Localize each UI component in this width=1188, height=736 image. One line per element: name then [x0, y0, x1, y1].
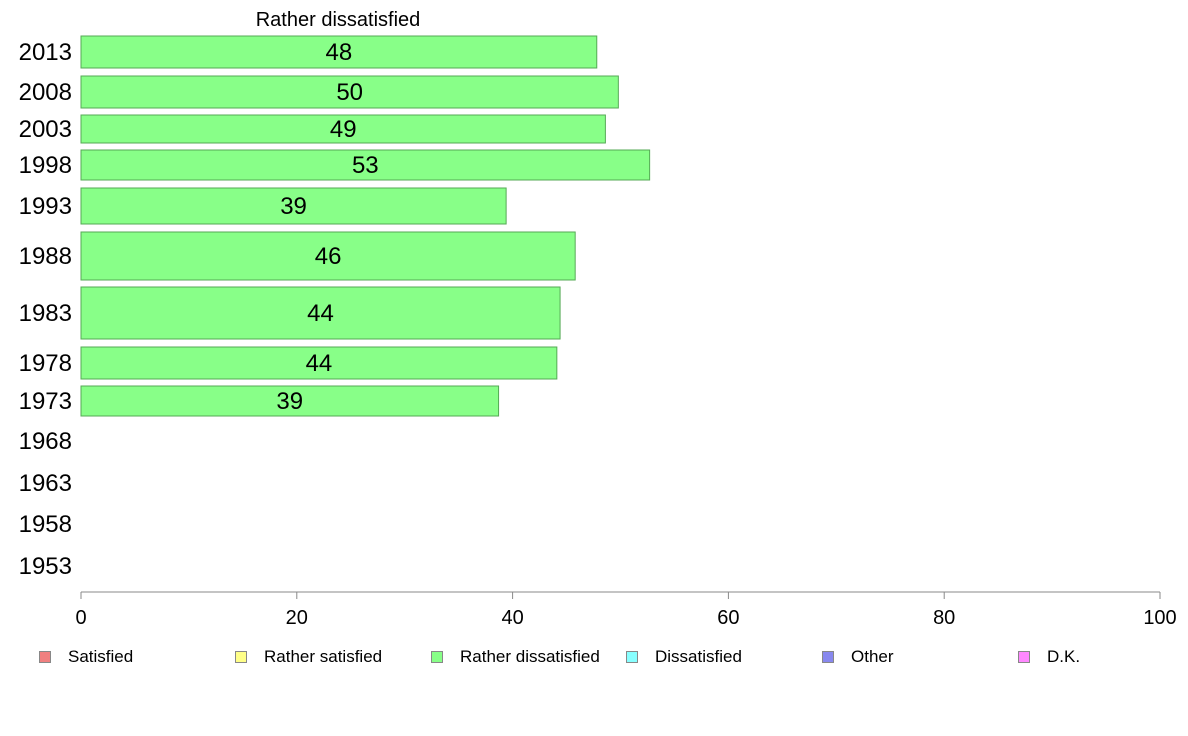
year-label-1993: 1993 — [19, 193, 72, 220]
legend-swatch-other — [822, 651, 834, 663]
bar-label-1973: 39 — [276, 388, 303, 415]
legend-item-dissatisfied: Dissatisfied — [626, 646, 742, 668]
legend-swatch-rather-satisfied — [235, 651, 247, 663]
legend-label: Rather dissatisfied — [460, 647, 600, 666]
legend: Satisfied Rather satisfied Rather dissat… — [0, 646, 1188, 670]
year-label-1978: 1978 — [19, 350, 72, 377]
year-label-2013: 2013 — [19, 39, 72, 66]
bar-label-1983: 44 — [307, 300, 334, 327]
bar-2008 — [80, 75, 619, 109]
legend-swatch-rather-dissatisfied — [431, 651, 443, 663]
bar-label-1978: 44 — [306, 350, 333, 377]
year-label-1998: 1998 — [19, 152, 72, 179]
legend-label: Satisfied — [68, 647, 134, 666]
x-tick-label-60: 60 — [717, 607, 739, 629]
x-tick-label-80: 80 — [933, 607, 955, 629]
x-tick-label-0: 0 — [75, 607, 86, 629]
legend-swatch-satisfied — [39, 651, 51, 663]
year-label-1988: 1988 — [19, 243, 72, 270]
bar-label-2003: 49 — [330, 116, 357, 143]
bar-1983 — [80, 286, 561, 340]
legend-item-rather-satisfied: Rather satisfied — [235, 646, 382, 668]
legend-item-rather-dissatisfied: Rather dissatisfied — [431, 646, 600, 668]
legend-label: Rather satisfied — [264, 647, 383, 666]
bar-2003 — [80, 114, 606, 144]
bar-1973 — [80, 385, 500, 417]
chart-title: Rather dissatisfied — [256, 9, 421, 31]
bar-label-1993: 39 — [280, 193, 307, 220]
legend-swatch-dissatisfied — [626, 651, 638, 663]
bar-label-1988: 46 — [315, 243, 342, 270]
legend-item-satisfied: Satisfied — [39, 646, 133, 668]
year-label-1958: 1958 — [19, 511, 72, 538]
bar-label-2008: 50 — [336, 79, 363, 106]
x-tick-label-20: 20 — [286, 607, 308, 629]
year-label-1983: 1983 — [19, 300, 72, 327]
year-label-2008: 2008 — [19, 79, 72, 106]
year-labels: 2013 2008 2003 1998 1993 1988 1983 1978 1973 1968… — [19, 39, 72, 580]
legend-item-dk: D.K. — [1018, 646, 1080, 668]
x-tick-label-40: 40 — [501, 607, 523, 629]
year-label-1963: 1963 — [19, 470, 72, 497]
year-label-1953: 1953 — [19, 553, 72, 580]
year-label-1973: 1973 — [19, 388, 72, 415]
legend-swatch-dk — [1018, 651, 1030, 663]
bar-1988 — [80, 231, 576, 281]
x-axis: 0 20 40 60 80 100 — [75, 591, 1177, 629]
bar-1978 — [80, 346, 558, 380]
year-label-2003: 2003 — [19, 116, 72, 143]
legend-label: D.K. — [1047, 647, 1081, 666]
bar-1998 — [80, 149, 651, 181]
bar-label-2013: 48 — [326, 39, 353, 66]
legend-label: Other — [851, 647, 894, 666]
legend-label: Dissatisfied — [655, 647, 742, 666]
bar-2013 — [80, 35, 598, 69]
legend-item-other: Other — [822, 646, 894, 668]
x-tick-label-100: 100 — [1143, 607, 1176, 629]
bar-label-1998: 53 — [352, 152, 379, 179]
bar-1993 — [80, 187, 507, 225]
year-label-1968: 1968 — [19, 428, 72, 455]
